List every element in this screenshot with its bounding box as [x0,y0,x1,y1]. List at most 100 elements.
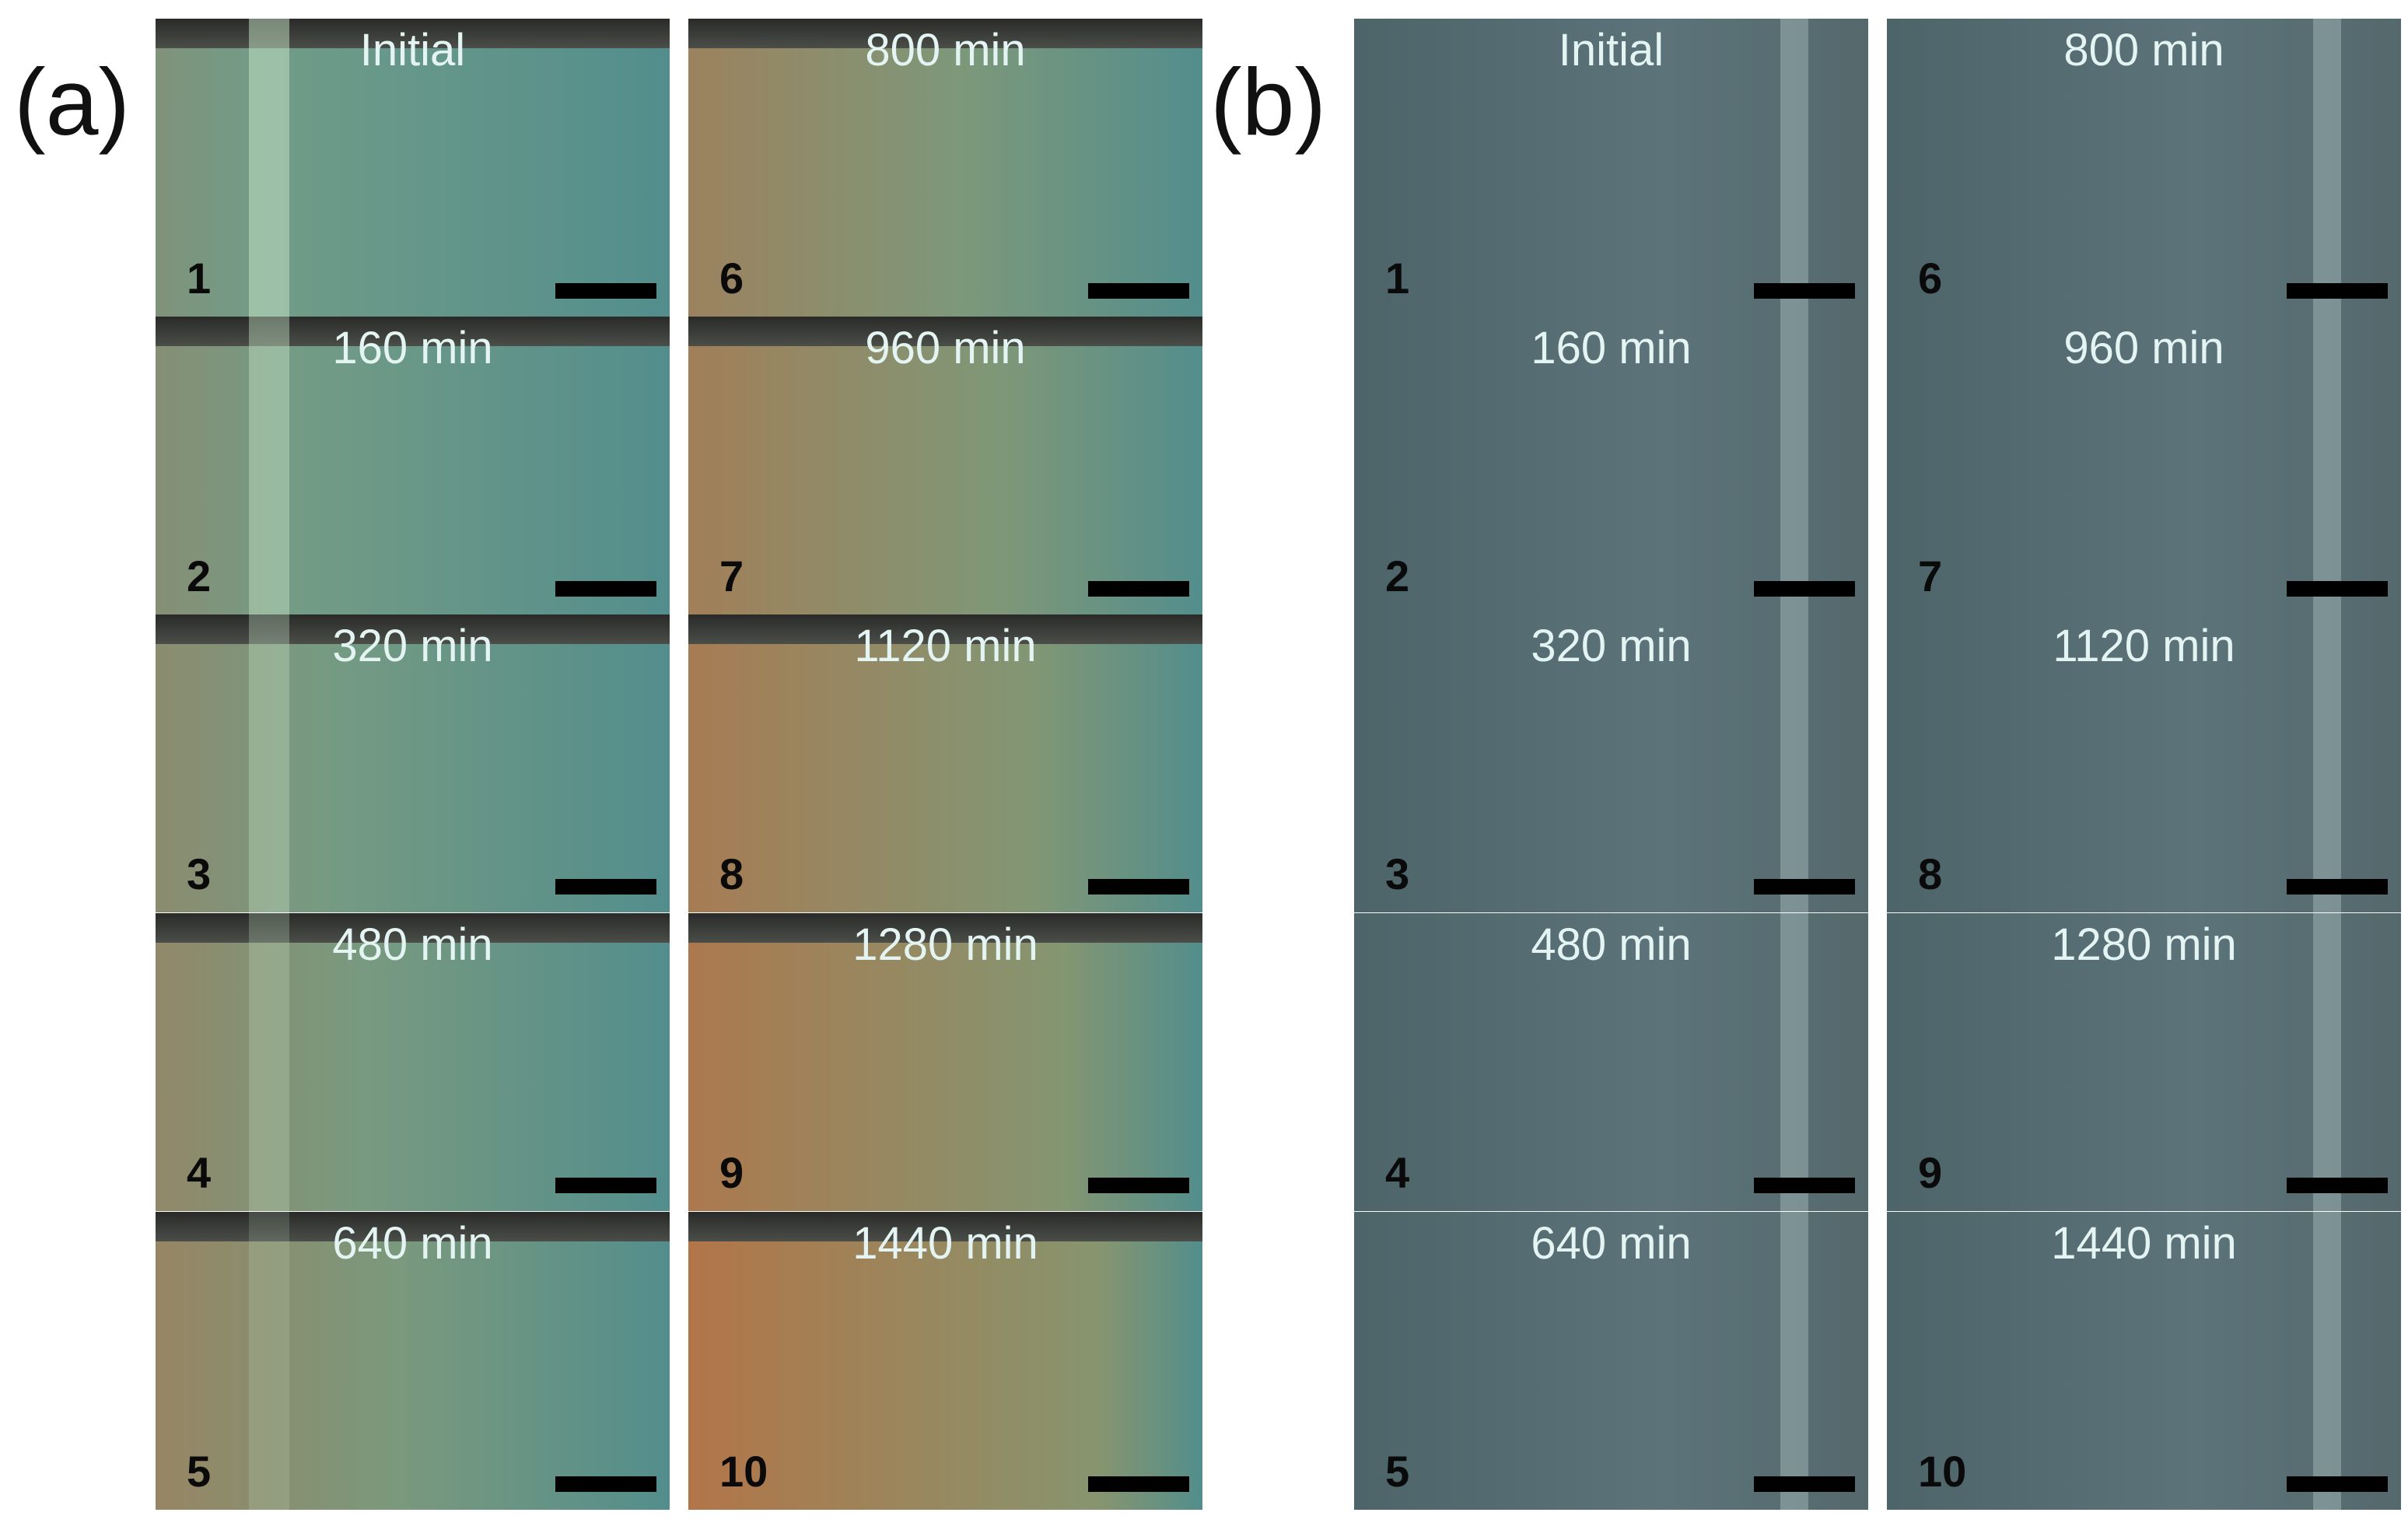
scale-bar [1088,1178,1189,1193]
scale-bar [1754,1476,1855,1492]
time-label: 1280 min [852,919,1038,970]
frame-number: 1 [1385,254,1410,303]
photo-frame: 1280 min 9 [688,913,1202,1211]
light-stripe [1780,1212,1808,1510]
top-edge [156,913,670,943]
frame-number: 4 [187,1148,212,1197]
time-label: 640 min [1531,1218,1692,1269]
photo-frame: 320 min 3 [156,614,670,912]
scale-bar [1088,879,1189,895]
panel-label: (b) [1210,49,1327,155]
top-edge [156,1212,670,1241]
time-label: 960 min [865,323,1026,373]
frame-number: 8 [719,849,744,898]
panel-label: (a) [14,49,131,155]
top-edge [688,19,1202,48]
scale-bar [555,1476,656,1492]
photo-frame: 480 min 4 [1354,913,1868,1211]
scale-bar [555,581,656,597]
light-stripe [2313,1212,2341,1510]
time-label: 160 min [1531,323,1692,373]
light-stripe [249,614,289,912]
scale-bar [1754,581,1855,597]
frame-number: 9 [719,1148,744,1197]
photo-frame: 480 min 4 [156,913,670,1211]
top-edge [688,913,1202,943]
time-label: 1440 min [852,1218,1038,1269]
photo-frame: 1120 min 8 [688,614,1202,912]
scale-bar [2287,283,2388,299]
light-stripe [249,317,289,614]
frame-number: 3 [187,849,212,898]
light-stripe [1780,614,1808,912]
light-stripe [249,913,289,1211]
photo-frame: 800 min 6 [1887,19,2401,317]
photo-frame: Initial 1 [1354,19,1868,317]
top-edge [156,19,670,48]
scale-bar [1088,1476,1189,1492]
time-label: 480 min [332,919,493,970]
scale-bar [1754,1178,1855,1193]
frame-number: 2 [1385,551,1410,600]
photo-frame: 1120 min 8 [1887,614,2401,912]
top-edge [156,614,670,644]
light-stripe [1780,913,1808,1211]
frame-number: 6 [719,254,744,303]
photo-frame: 1440 min 10 [688,1212,1202,1510]
time-label: 1280 min [2051,919,2237,970]
photo-frame: 160 min 2 [1354,317,1868,614]
time-label: 1440 min [2051,1218,2237,1269]
time-label: 320 min [332,621,493,671]
light-stripe [1780,19,1808,317]
photo-frame: 1440 min 10 [1887,1212,2401,1510]
frame-number: 3 [1385,849,1410,898]
scale-bar [1754,879,1855,895]
frame-number: 8 [1918,849,1943,898]
photo-frame: 160 min 2 [156,317,670,614]
scale-bar [2287,1476,2388,1492]
time-label: Initial [359,25,466,75]
frame-number: 7 [1918,551,1943,600]
time-label: 160 min [332,323,493,373]
scale-bar [2287,1178,2388,1193]
light-stripe [2313,913,2341,1211]
time-label: 960 min [2063,323,2224,373]
scale-bar [555,1178,656,1193]
photo-frame: Initial 1 [156,19,670,317]
frame-number: 9 [1918,1148,1943,1197]
top-edge [156,317,670,346]
light-stripe [1780,317,1808,614]
time-label: 800 min [2063,25,2224,75]
frame-number: 6 [1918,254,1943,303]
frame-number: 2 [187,551,212,600]
photo-frame: 320 min 3 [1354,614,1868,912]
scale-bar [2287,879,2388,895]
top-edge [688,1212,1202,1241]
photo-frame: 960 min 7 [688,317,1202,614]
photo-frame: 1280 min 9 [1887,913,2401,1211]
light-stripe [2313,317,2341,614]
photo-frame: 640 min 5 [156,1212,670,1510]
light-stripe [2313,614,2341,912]
top-edge [688,317,1202,346]
frame-number: 10 [1918,1447,1967,1496]
light-stripe [2313,19,2341,317]
time-label: 640 min [332,1218,493,1269]
light-stripe [249,1212,289,1510]
scale-bar [555,283,656,299]
time-label: 320 min [1531,621,1692,671]
time-label: 800 min [865,25,1026,75]
photo-frame: 640 min 5 [1354,1212,1868,1510]
scale-bar [555,879,656,895]
light-stripe [249,19,289,317]
top-edge [688,614,1202,644]
time-label: 480 min [1531,919,1692,970]
scale-bar [1088,283,1189,299]
frame-number: 4 [1385,1148,1410,1197]
frame-number: 10 [719,1447,768,1496]
scale-bar [2287,581,2388,597]
frame-number: 5 [187,1447,212,1496]
frame-number: 7 [719,551,744,600]
scale-bar [1088,581,1189,597]
